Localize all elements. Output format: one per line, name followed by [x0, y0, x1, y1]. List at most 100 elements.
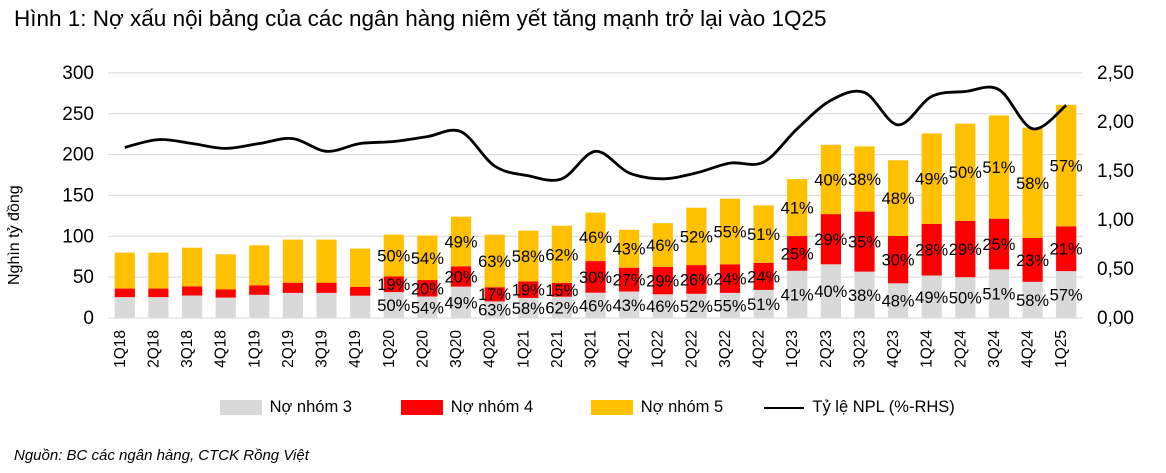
svg-text:52%: 52%	[680, 298, 713, 316]
svg-text:30%: 30%	[579, 269, 612, 287]
svg-text:50%: 50%	[377, 248, 410, 266]
svg-text:29%: 29%	[814, 231, 847, 249]
svg-text:41%: 41%	[781, 200, 814, 218]
svg-text:63%: 63%	[478, 302, 511, 320]
svg-text:50%: 50%	[949, 164, 982, 182]
svg-text:2Q21: 2Q21	[549, 330, 566, 368]
svg-text:43%: 43%	[613, 241, 646, 259]
svg-text:49%: 49%	[444, 294, 477, 312]
svg-text:28%: 28%	[915, 242, 948, 260]
svg-text:4Q23: 4Q23	[885, 330, 902, 368]
svg-text:26%: 26%	[680, 271, 713, 289]
svg-text:3Q18: 3Q18	[179, 330, 196, 368]
svg-text:52%: 52%	[680, 228, 713, 246]
svg-text:51%: 51%	[747, 296, 780, 314]
svg-text:1Q18: 1Q18	[112, 330, 129, 368]
svg-text:58%: 58%	[512, 300, 545, 318]
svg-text:58%: 58%	[512, 248, 545, 266]
svg-text:63%: 63%	[478, 253, 511, 271]
svg-text:4Q18: 4Q18	[213, 330, 230, 368]
svg-text:62%: 62%	[545, 246, 578, 264]
svg-text:4Q24: 4Q24	[1020, 330, 1037, 368]
svg-text:48%: 48%	[882, 293, 915, 311]
svg-text:41%: 41%	[781, 286, 814, 304]
svg-text:2,00: 2,00	[1097, 112, 1134, 133]
svg-text:4Q22: 4Q22	[751, 330, 768, 368]
svg-text:55%: 55%	[713, 298, 746, 316]
svg-text:4Q21: 4Q21	[616, 330, 633, 368]
svg-text:57%: 57%	[1050, 158, 1083, 176]
svg-text:1,50: 1,50	[1097, 161, 1134, 182]
svg-text:51%: 51%	[747, 226, 780, 244]
svg-text:2Q24: 2Q24	[952, 330, 969, 368]
svg-text:1Q25: 1Q25	[1053, 330, 1070, 368]
svg-text:250: 250	[62, 104, 94, 125]
svg-text:49%: 49%	[444, 234, 477, 252]
svg-text:1Q23: 1Q23	[784, 330, 801, 368]
svg-text:21%: 21%	[1050, 241, 1083, 259]
svg-text:2Q22: 2Q22	[683, 330, 700, 368]
svg-text:3Q23: 3Q23	[852, 330, 869, 368]
svg-text:30%: 30%	[882, 252, 915, 270]
svg-text:4Q20: 4Q20	[482, 330, 499, 368]
svg-text:2Q23: 2Q23	[818, 330, 835, 368]
svg-text:3Q24: 3Q24	[986, 330, 1003, 368]
svg-text:24%: 24%	[747, 268, 780, 286]
svg-text:46%: 46%	[646, 237, 679, 255]
svg-text:20%: 20%	[411, 280, 444, 298]
svg-text:57%: 57%	[1050, 287, 1083, 305]
svg-text:46%: 46%	[579, 229, 612, 247]
svg-text:19%: 19%	[512, 282, 545, 300]
svg-text:35%: 35%	[848, 234, 881, 252]
svg-text:50%: 50%	[377, 297, 410, 315]
svg-text:0: 0	[83, 308, 94, 329]
svg-text:17%: 17%	[478, 286, 511, 304]
svg-text:2Q20: 2Q20	[414, 330, 431, 368]
svg-text:29%: 29%	[646, 273, 679, 291]
svg-text:38%: 38%	[848, 287, 881, 305]
svg-text:25%: 25%	[781, 245, 814, 263]
svg-text:1Q24: 1Q24	[919, 330, 936, 368]
svg-text:100: 100	[62, 226, 94, 247]
svg-text:3Q20: 3Q20	[448, 330, 465, 368]
svg-text:48%: 48%	[882, 190, 915, 208]
svg-text:40%: 40%	[814, 171, 847, 189]
svg-text:1,00: 1,00	[1097, 210, 1134, 231]
svg-text:1Q19: 1Q19	[246, 330, 263, 368]
svg-text:38%: 38%	[848, 171, 881, 189]
svg-text:25%: 25%	[982, 236, 1015, 254]
svg-text:55%: 55%	[713, 224, 746, 242]
svg-text:2Q19: 2Q19	[280, 330, 297, 368]
svg-text:43%: 43%	[613, 297, 646, 315]
svg-text:50: 50	[73, 267, 94, 288]
svg-text:1Q22: 1Q22	[650, 330, 667, 368]
svg-text:20%: 20%	[444, 269, 477, 287]
svg-text:300: 300	[62, 63, 94, 84]
svg-text:46%: 46%	[646, 298, 679, 316]
svg-text:2,50: 2,50	[1097, 63, 1134, 84]
svg-text:3Q21: 3Q21	[583, 330, 600, 368]
svg-text:29%: 29%	[949, 241, 982, 259]
svg-text:15%: 15%	[545, 282, 578, 300]
svg-text:24%: 24%	[713, 271, 746, 289]
svg-text:150: 150	[62, 185, 94, 206]
svg-text:58%: 58%	[1016, 292, 1049, 310]
svg-text:58%: 58%	[1016, 175, 1049, 193]
svg-text:46%: 46%	[579, 297, 612, 315]
svg-text:19%: 19%	[377, 276, 410, 294]
svg-text:62%: 62%	[545, 299, 578, 317]
svg-text:27%: 27%	[613, 272, 646, 290]
svg-text:4Q19: 4Q19	[347, 330, 364, 368]
svg-text:1Q21: 1Q21	[515, 330, 532, 368]
svg-text:51%: 51%	[982, 159, 1015, 177]
svg-text:49%: 49%	[915, 289, 948, 307]
svg-text:54%: 54%	[411, 250, 444, 268]
svg-text:50%: 50%	[949, 290, 982, 308]
svg-text:3Q19: 3Q19	[314, 330, 331, 368]
svg-text:54%: 54%	[411, 299, 444, 317]
svg-text:51%: 51%	[982, 286, 1015, 304]
svg-text:200: 200	[62, 145, 94, 166]
svg-text:3Q22: 3Q22	[717, 330, 734, 368]
svg-text:49%: 49%	[915, 171, 948, 189]
svg-text:23%: 23%	[1016, 252, 1049, 270]
